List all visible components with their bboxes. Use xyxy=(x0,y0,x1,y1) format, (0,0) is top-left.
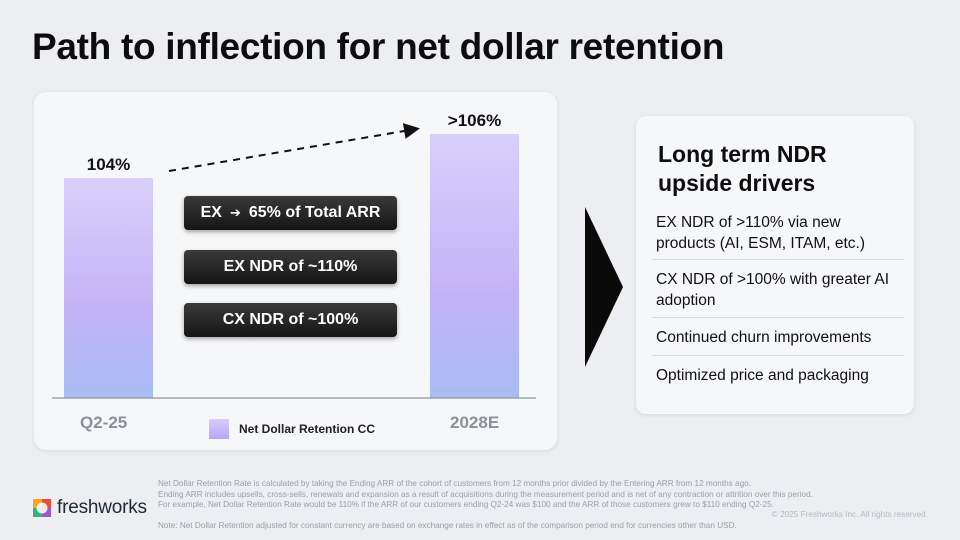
copyright: © 2025 Freshworks Inc. All rights reserv… xyxy=(771,510,928,519)
x-tick-2028e: 2028E xyxy=(450,413,500,432)
footnotes: Net Dollar Retention Rate is calculated … xyxy=(158,479,818,531)
footnote-line: Net Dollar Retention Rate is calculated … xyxy=(158,479,751,488)
bar-q2-25 xyxy=(64,178,153,398)
page-title: Path to inflection for net dollar retent… xyxy=(32,26,725,67)
ndr-bar-chart: 104% >106% xyxy=(52,111,536,399)
data-label-q2-25: 104% xyxy=(87,155,130,174)
driver-item-churn: Continued churn improvements xyxy=(656,329,872,346)
divider xyxy=(652,317,904,318)
bar-2028e xyxy=(430,134,519,398)
x-tick-q2-25: Q2-25 xyxy=(80,413,128,432)
annotation-cx-ndr: CX NDR of ~100% xyxy=(184,303,397,337)
footnote-note: Note: Net Dollar Retention adjusted for … xyxy=(158,520,737,530)
legend-label: Net Dollar Retention CC xyxy=(239,422,376,436)
chart-legend: Net Dollar Retention CC xyxy=(209,419,375,439)
driver-item-ex-ndr: EX NDR of >110% via new products (AI, ES… xyxy=(656,214,866,252)
annotation-arr-share: 65% of Total ARR xyxy=(248,204,381,221)
footnote-line: For example, Net Dollar Retention Rate w… xyxy=(158,500,774,509)
chart-card: 104% >106% EX ➔ 65% of Total ARR EX NDR o… xyxy=(34,92,557,450)
annotation-ex-label: EX xyxy=(200,204,222,221)
trend-arrow xyxy=(168,123,420,172)
drivers-card: Long term NDR upside drivers EX NDR of >… xyxy=(636,116,914,414)
freshworks-logo: freshworks xyxy=(30,496,147,520)
driver-item-cx-ndr: CX NDR of >100% with greater AI adoption xyxy=(656,271,890,309)
arrow-right-icon: ➔ xyxy=(229,205,241,220)
driver-item-pricing: Optimized price and packaging xyxy=(656,367,869,384)
footnote-line: Ending ARR includes upsells, cross-sells… xyxy=(158,489,813,499)
data-label-2028e: >106% xyxy=(448,111,501,130)
logo-text: freshworks xyxy=(57,497,147,518)
play-arrow-icon xyxy=(585,207,623,367)
divider xyxy=(652,355,904,356)
legend-swatch xyxy=(209,419,229,439)
drivers-title: Long term NDR upside drivers xyxy=(658,141,827,196)
freshworks-logo-icon xyxy=(33,499,51,517)
annotation-ex-arr-share: EX ➔ 65% of Total ARR xyxy=(184,196,397,230)
divider xyxy=(652,259,904,260)
annotation-ex-ndr: EX NDR of ~110% xyxy=(184,250,397,284)
